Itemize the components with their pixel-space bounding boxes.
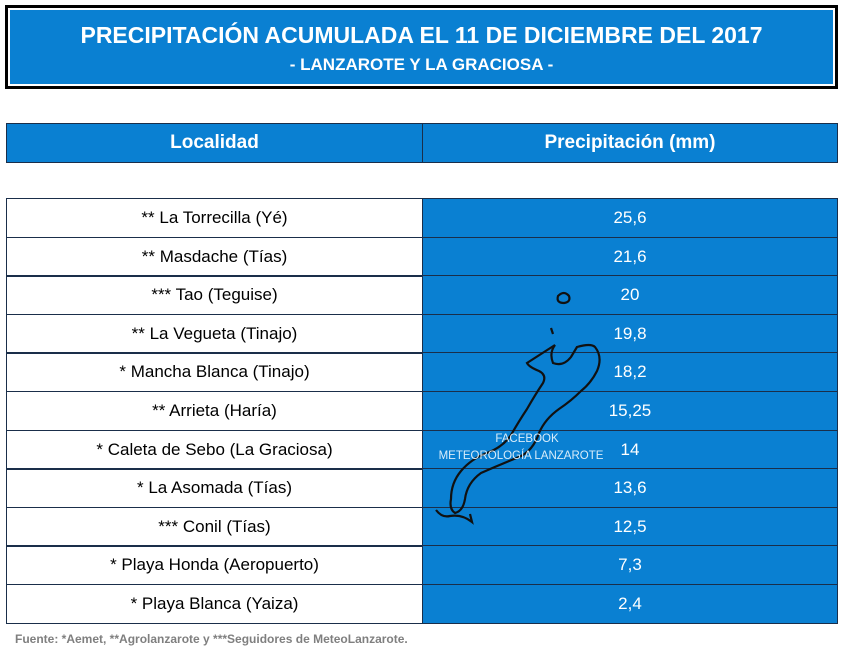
location-cell: *** Conil (Tías) (7, 507, 423, 546)
table-row: * La Asomada (Tías) 13,6 (6, 468, 838, 509)
table-row: ** Masdache (Tías) 21,6 (6, 236, 838, 277)
subtitle: - LANZAROTE Y LA GRACIOSA - (289, 55, 554, 74)
value-cell: 20 (423, 276, 837, 315)
location-cell: * Playa Blanca (Yaiza) (7, 585, 423, 624)
title-box: PRECIPITACIÓN ACUMULADA EL 11 DE DICIEMB… (5, 5, 838, 89)
value-cell: 2,4 (423, 585, 837, 624)
location-cell: ** La Vegueta (Tinajo) (7, 314, 423, 353)
table-row: * Caleta de Sebo (La Graciosa) 14 (6, 429, 838, 470)
title-inner: PRECIPITACIÓN ACUMULADA EL 11 DE DICIEMB… (8, 8, 835, 86)
column-header: Precipitación (mm) (423, 124, 837, 162)
location-cell: * Playa Honda (Aeropuerto) (7, 546, 423, 585)
column-header: Localidad (7, 124, 423, 162)
location-cell: * Mancha Blanca (Tinajo) (7, 353, 423, 392)
table-row: * Playa Blanca (Yaiza) 2,4 (6, 584, 838, 625)
table-row: ** La Torrecilla (Yé) 25,6 (6, 198, 838, 239)
value-cell: 14 (423, 430, 837, 469)
header-row: Localidad Precipitación (mm) (6, 123, 838, 163)
table-row: ** La Vegueta (Tinajo) 19,8 (6, 313, 838, 354)
location-cell: * La Asomada (Tías) (7, 469, 423, 508)
footer: Fuente: *Aemet, **Agrolanzarote y ***Seg… (15, 632, 408, 646)
table-row: ** Arrieta (Haría) 15,25 (6, 391, 838, 432)
value-cell: 21,6 (423, 237, 837, 276)
table-row: *** Conil (Tías) 12,5 (6, 506, 838, 547)
location-cell: * Caleta de Sebo (La Graciosa) (7, 430, 423, 469)
value-cell: 15,25 (423, 392, 837, 431)
table-row: *** Tao (Teguise) 20 (6, 275, 838, 316)
table-row: * Mancha Blanca (Tinajo) 18,2 (6, 352, 838, 393)
value-cell: 13,6 (423, 469, 837, 508)
value-cell: 25,6 (423, 199, 837, 238)
value-cell: 12,5 (423, 507, 837, 546)
title: PRECIPITACIÓN ACUMULADA EL 11 DE DICIEMB… (80, 22, 763, 48)
table-row: * Playa Honda (Aeropuerto) 7,3 (6, 545, 838, 586)
location-cell: ** Masdache (Tías) (7, 237, 423, 276)
value-cell: 18,2 (423, 353, 837, 392)
location-cell: *** Tao (Teguise) (7, 276, 423, 315)
location-cell: ** La Torrecilla (Yé) (7, 199, 423, 238)
value-cell: 7,3 (423, 546, 837, 585)
value-cell: 19,8 (423, 314, 837, 353)
location-cell: ** Arrieta (Haría) (7, 392, 423, 431)
